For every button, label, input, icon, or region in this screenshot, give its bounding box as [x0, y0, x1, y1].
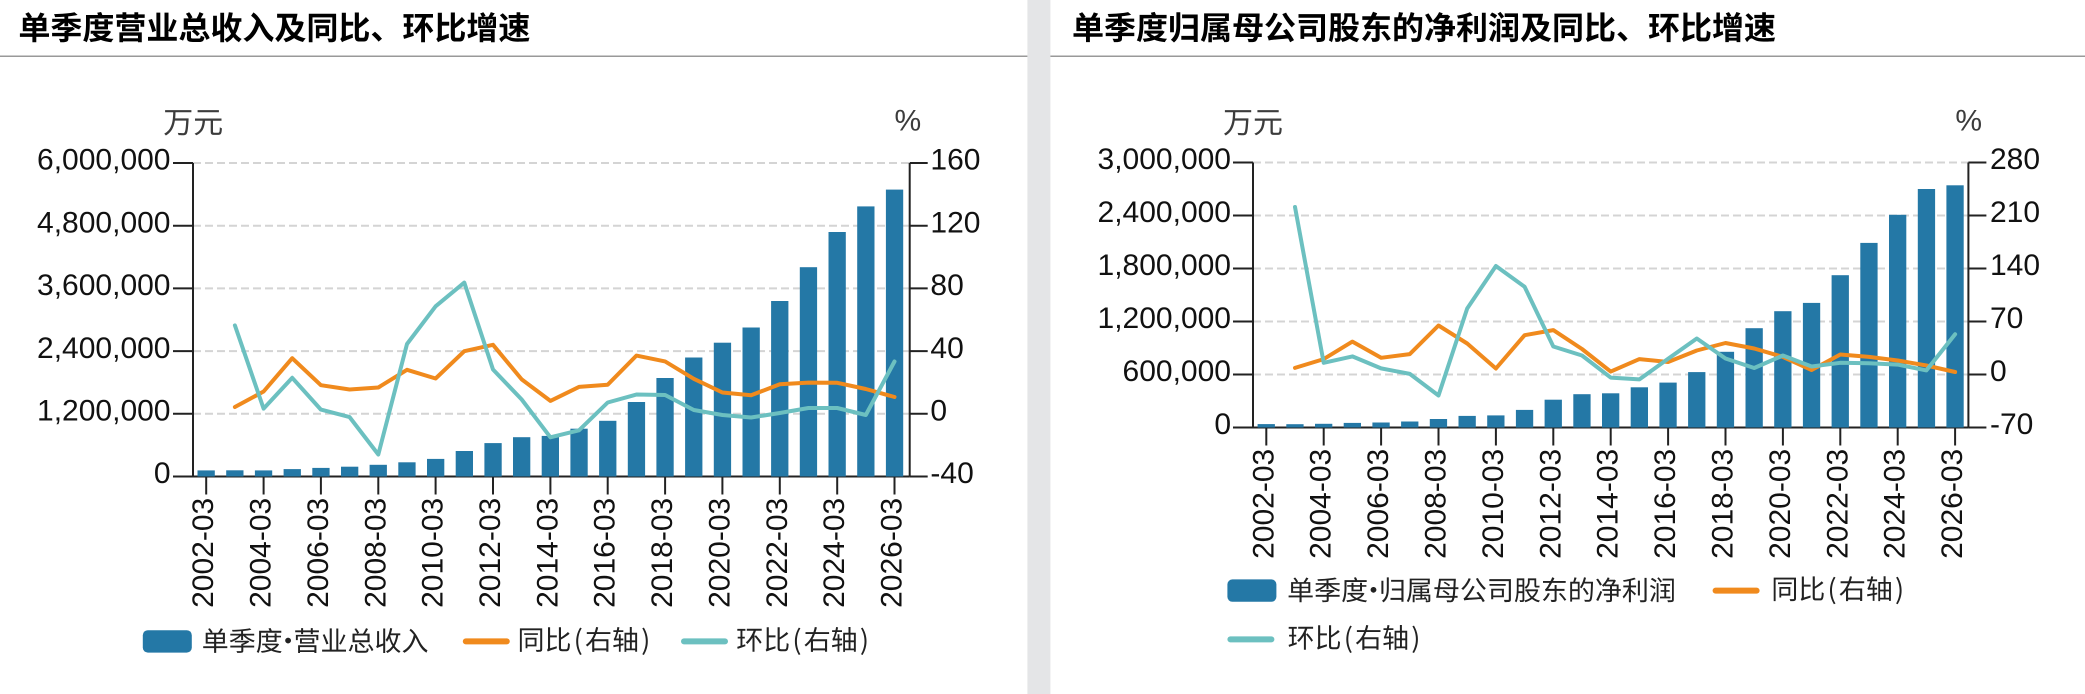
- svg-text:2004-03: 2004-03: [1305, 449, 1338, 559]
- svg-text:2026-03: 2026-03: [1936, 449, 1969, 559]
- svg-text:2018-03: 2018-03: [646, 498, 679, 608]
- svg-text:280: 280: [1990, 143, 2040, 176]
- svg-text:6,000,000: 6,000,000: [37, 144, 170, 177]
- svg-text:2002-03: 2002-03: [187, 498, 220, 608]
- svg-text:2010-03: 2010-03: [1477, 449, 1510, 559]
- svg-text:2002-03: 2002-03: [1247, 449, 1280, 559]
- svg-text:-40: -40: [930, 457, 973, 490]
- svg-text:600,000: 600,000: [1123, 355, 1231, 388]
- svg-text:80: 80: [930, 269, 963, 302]
- svg-text:2008-03: 2008-03: [1420, 449, 1453, 559]
- svg-text:0: 0: [1214, 408, 1231, 441]
- svg-text:40: 40: [930, 332, 963, 365]
- svg-text:160: 160: [930, 144, 980, 177]
- svg-text:2022-03: 2022-03: [761, 498, 794, 608]
- svg-text:2024-03: 2024-03: [1879, 449, 1912, 559]
- svg-text:2,400,000: 2,400,000: [37, 332, 170, 365]
- svg-text:2012-03: 2012-03: [1534, 449, 1567, 559]
- svg-text:2016-03: 2016-03: [589, 498, 622, 608]
- svg-text:-70: -70: [1990, 408, 2033, 441]
- svg-text:2008-03: 2008-03: [359, 498, 392, 608]
- svg-text:2014-03: 2014-03: [531, 498, 564, 608]
- svg-text:2006-03: 2006-03: [1362, 449, 1395, 559]
- svg-text:2014-03: 2014-03: [1592, 449, 1625, 559]
- svg-text:2024-03: 2024-03: [818, 498, 851, 608]
- svg-text:1,200,000: 1,200,000: [1098, 302, 1231, 335]
- svg-text:2010-03: 2010-03: [417, 498, 450, 608]
- svg-text:%: %: [895, 105, 922, 138]
- svg-text:120: 120: [930, 206, 980, 239]
- svg-text:0: 0: [930, 395, 947, 428]
- svg-text:2020-03: 2020-03: [1764, 449, 1797, 559]
- svg-text:2006-03: 2006-03: [302, 498, 335, 608]
- svg-text:70: 70: [1990, 302, 2023, 335]
- svg-text:2016-03: 2016-03: [1649, 449, 1682, 559]
- svg-text:2018-03: 2018-03: [1707, 449, 1740, 559]
- svg-text:2026-03: 2026-03: [876, 498, 909, 608]
- svg-text:2004-03: 2004-03: [245, 498, 278, 608]
- svg-text:2022-03: 2022-03: [1821, 449, 1854, 559]
- svg-text:4,800,000: 4,800,000: [37, 206, 170, 239]
- svg-text:2020-03: 2020-03: [703, 498, 736, 608]
- svg-text:%: %: [1955, 105, 1982, 138]
- svg-text:1,800,000: 1,800,000: [1098, 249, 1231, 282]
- svg-text:2012-03: 2012-03: [474, 498, 507, 608]
- svg-text:1,200,000: 1,200,000: [37, 395, 170, 428]
- svg-text:2,400,000: 2,400,000: [1098, 196, 1231, 229]
- svg-text:0: 0: [154, 457, 171, 490]
- svg-text:3,600,000: 3,600,000: [37, 269, 170, 302]
- svg-text:0: 0: [1990, 355, 2007, 388]
- svg-text:3,000,000: 3,000,000: [1098, 143, 1231, 176]
- svg-text:140: 140: [1990, 249, 2040, 282]
- svg-text:210: 210: [1990, 196, 2040, 229]
